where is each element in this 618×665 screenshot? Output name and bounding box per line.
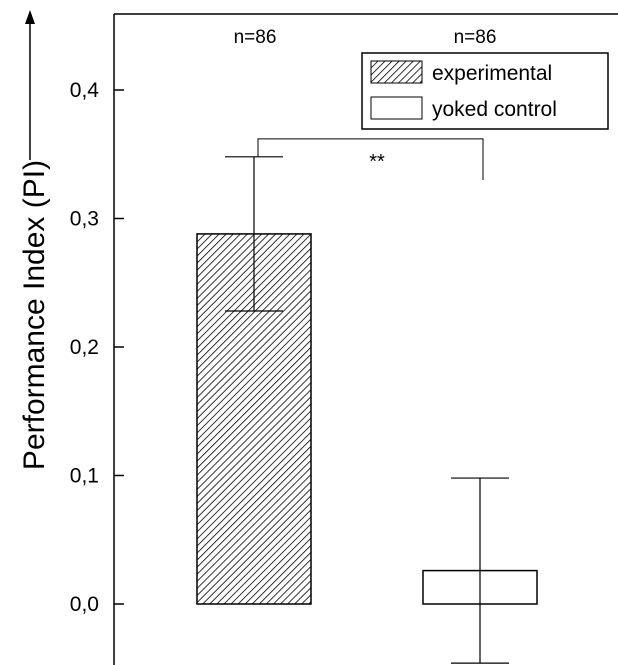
legend: experimental yoked control xyxy=(361,52,609,130)
y-axis-arrow-head xyxy=(25,10,35,24)
y-tick-label: 0,0 xyxy=(70,593,99,616)
legend-label-yoked-control: yoked control xyxy=(432,98,557,121)
legend-label-experimental: experimental xyxy=(432,62,552,85)
y-axis-label-group: Performance Index (PI) xyxy=(18,10,51,470)
y-tick-label: 0,4 xyxy=(70,79,100,102)
n-label-experimental: n=86 xyxy=(234,27,277,48)
n-labels: n=86 n=86 xyxy=(234,27,497,48)
n-label-yoked-control: n=86 xyxy=(454,27,497,48)
y-axis-label: Performance Index (PI) xyxy=(18,160,51,470)
y-tick-label: 0,1 xyxy=(70,465,99,488)
y-tick-label: 0,2 xyxy=(70,336,99,359)
significance-bracket-line xyxy=(257,138,484,180)
significance-bracket: ** xyxy=(257,138,484,180)
error-bars xyxy=(225,156,509,664)
legend-swatch-yoked-control xyxy=(370,96,423,120)
axes xyxy=(113,13,618,665)
y-ticks: 0,0 0,1 0,2 0,3 0,4 xyxy=(70,79,124,616)
y-tick-label: 0,3 xyxy=(70,208,99,231)
legend-swatch-experimental xyxy=(370,60,423,84)
bars xyxy=(196,233,538,605)
significance-label: ** xyxy=(369,151,385,173)
